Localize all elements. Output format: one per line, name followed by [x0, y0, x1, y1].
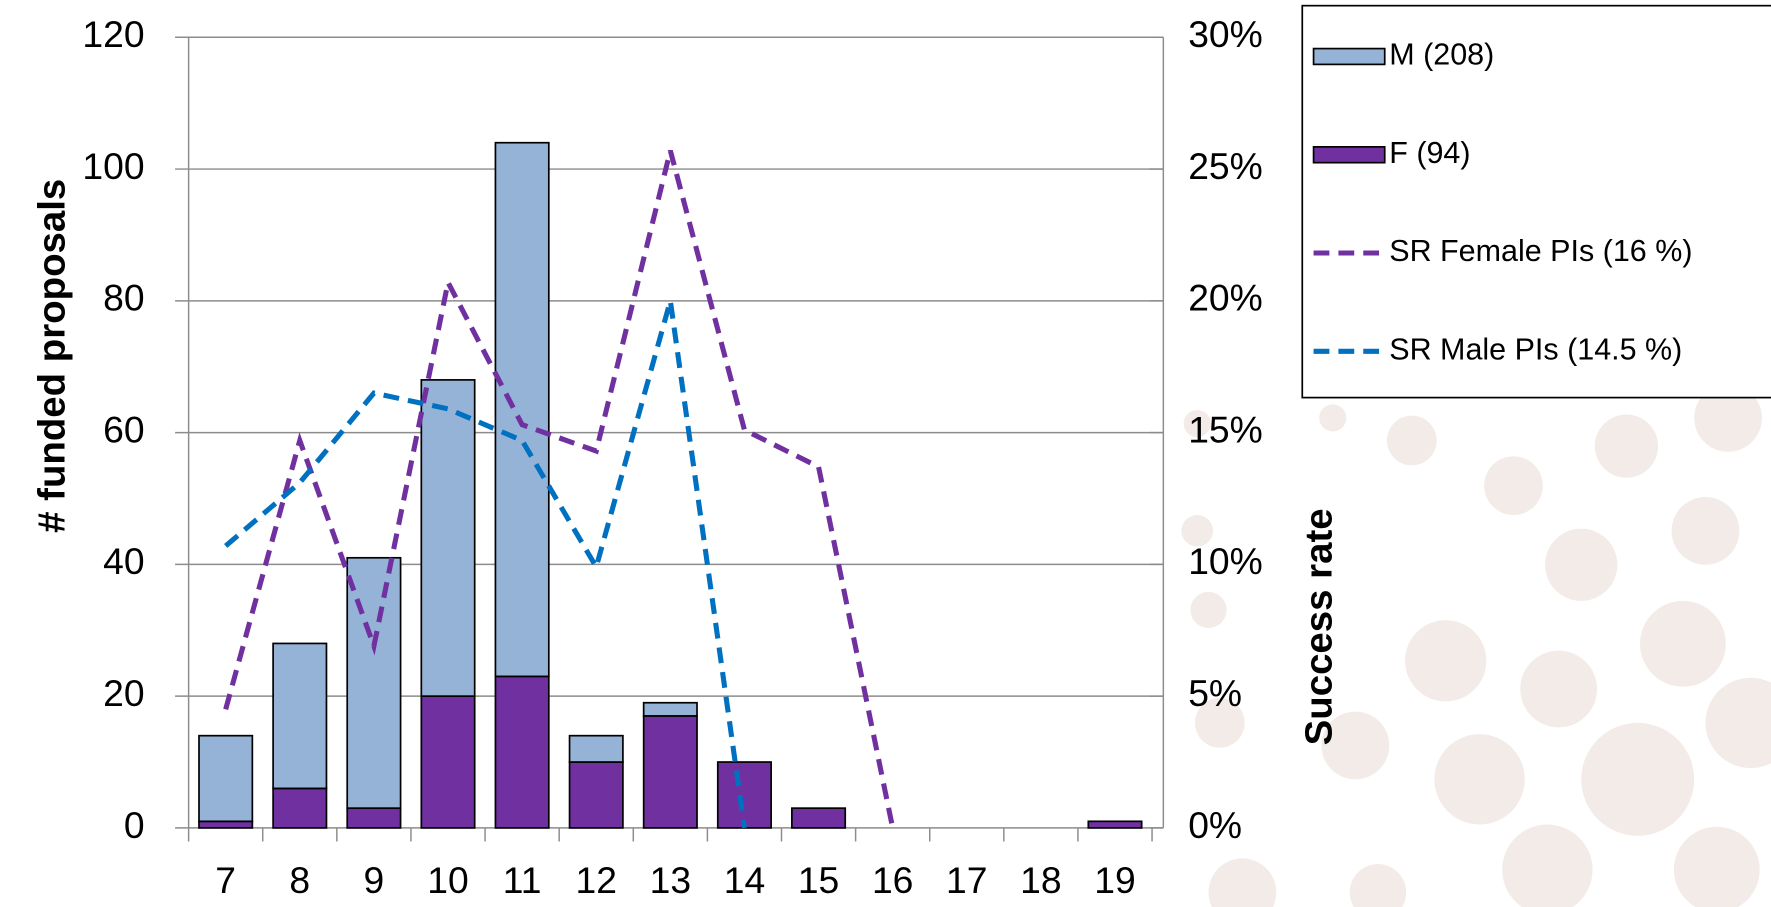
bar-segment [568, 734, 624, 763]
bar-segment [494, 141, 550, 678]
y-tick-label: 60 [103, 408, 144, 450]
y2-tick-label: 0% [1188, 804, 1242, 846]
background-decoration [1181, 384, 1771, 907]
bar-segment [791, 807, 847, 829]
legend-swatch [1312, 146, 1386, 164]
legend-label: F (94) [1389, 136, 1470, 170]
bar-segment [642, 701, 698, 717]
x-tick-label: 9 [364, 859, 385, 901]
x-tick-label: 11 [503, 859, 542, 901]
legend-label: M (208) [1389, 38, 1494, 72]
bar-segment [642, 715, 698, 829]
y-tick-label: 100 [82, 145, 144, 187]
y-tick-label: 80 [103, 277, 144, 319]
y-tick-label: 40 [103, 540, 144, 582]
legend-swatch [1312, 47, 1386, 66]
y2-axis-title: Success rate [1298, 508, 1341, 745]
bar-segment [494, 675, 550, 829]
bar-segment [568, 761, 624, 829]
x-tick-label: 8 [289, 859, 310, 901]
bar-segment [716, 761, 772, 829]
x-tick-label: 13 [650, 859, 691, 901]
bar-segment [346, 556, 402, 809]
bar-segment [272, 787, 328, 829]
line-series [223, 149, 896, 829]
bar-segment [272, 642, 328, 790]
y2-tick-label: 25% [1188, 145, 1263, 187]
x-tick-label: 14 [724, 859, 765, 901]
legend-box [1301, 4, 1771, 399]
bar-segment [198, 820, 254, 829]
x-tick-label: 17 [946, 859, 987, 901]
bar-segment [420, 379, 476, 697]
bar-segment [198, 734, 254, 823]
y-tick-label: 20 [103, 672, 144, 714]
legend-label: SR Female PIs (16 %) [1389, 234, 1692, 268]
legend-label: SR Male PIs (14.5 %) [1389, 332, 1682, 366]
y-tick-label: 120 [82, 13, 144, 55]
y2-tick-label: 20% [1188, 277, 1263, 319]
y2-tick-label: 5% [1188, 672, 1242, 714]
y-tick-label: 0 [124, 804, 145, 846]
x-tick-label: 19 [1094, 859, 1135, 901]
bar-segment [346, 807, 402, 829]
y2-tick-label: 10% [1188, 540, 1263, 582]
x-tick-label: 7 [215, 859, 236, 901]
y2-tick-label: 15% [1188, 408, 1263, 450]
line-series [224, 300, 747, 829]
x-tick-label: 10 [427, 859, 468, 901]
x-tick-label: 12 [576, 859, 617, 901]
y-axis-title: # funded proposals [30, 179, 73, 533]
bar-segment [1087, 820, 1143, 829]
y2-tick-label: 30% [1188, 13, 1263, 55]
x-tick-label: 15 [798, 859, 839, 901]
x-tick-label: 16 [872, 859, 913, 901]
bar-segment [420, 695, 476, 829]
x-tick-label: 18 [1020, 859, 1061, 901]
